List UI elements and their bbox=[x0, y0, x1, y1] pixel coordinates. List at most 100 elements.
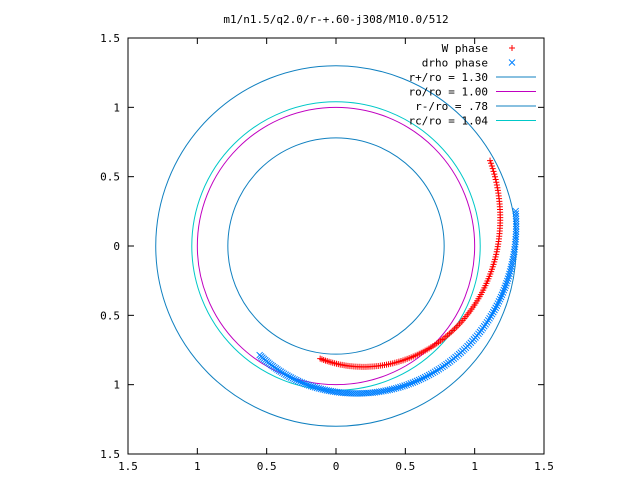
drho-phase-point bbox=[429, 369, 437, 377]
drho-phase-point bbox=[512, 207, 520, 215]
circle-rcro bbox=[191, 101, 481, 391]
legend-marker-sample bbox=[509, 45, 515, 51]
drho-phase-point bbox=[501, 284, 509, 292]
drho-phase-point bbox=[493, 302, 501, 310]
drho-phase-point bbox=[394, 384, 402, 391]
drho-phase-point bbox=[417, 375, 425, 383]
drho-phase-point bbox=[497, 293, 505, 301]
drho-phase-point bbox=[423, 372, 431, 380]
w-phase-point bbox=[493, 248, 500, 255]
y-tick-label: 0 bbox=[113, 240, 120, 253]
drho-phase-point bbox=[512, 228, 520, 235]
legend-label: ro/ro = 1.00 bbox=[409, 86, 488, 99]
w-phase-point bbox=[491, 256, 498, 263]
w-phase-point bbox=[491, 171, 498, 178]
drho-phase-point bbox=[315, 385, 323, 392]
drho-phase-point bbox=[512, 212, 520, 220]
drho-phase-point bbox=[505, 272, 513, 280]
drho-phase-point bbox=[388, 385, 396, 393]
drho-phase-point bbox=[506, 270, 513, 278]
y-tick-label: 0.5 bbox=[100, 309, 120, 322]
drho-phase-point bbox=[323, 386, 331, 394]
drho-phase-point bbox=[397, 383, 404, 391]
drho-phase-point bbox=[409, 379, 417, 386]
drho-phase-point bbox=[512, 233, 520, 241]
drho-phase-point bbox=[304, 381, 311, 389]
drho-phase-point bbox=[419, 374, 427, 382]
drho-phase-point bbox=[512, 230, 520, 238]
w-phase-point bbox=[493, 179, 500, 186]
y-tick-label: 1 bbox=[113, 379, 120, 392]
y-tick-label: 1 bbox=[113, 101, 120, 114]
legend-marker-sample bbox=[508, 59, 516, 66]
w-phase-point bbox=[487, 157, 494, 164]
drho-phase-point bbox=[427, 370, 435, 378]
drho-phase-point bbox=[300, 379, 307, 387]
drho-phase-point bbox=[401, 382, 408, 389]
drho-phase-point bbox=[407, 380, 415, 387]
x-tick-label: 0.5 bbox=[395, 460, 415, 473]
drho-phase-point bbox=[512, 223, 520, 230]
drho-phase-point bbox=[289, 375, 297, 382]
drho-phase-point bbox=[499, 289, 507, 296]
x-tick-label: 1.5 bbox=[118, 460, 138, 473]
drho-phase-point bbox=[506, 268, 514, 275]
drho-phase-point bbox=[411, 378, 419, 386]
drho-phase-point bbox=[495, 298, 503, 305]
x-tick-label: 1 bbox=[471, 460, 478, 473]
drho-phase-point bbox=[321, 386, 329, 394]
drho-phase-point bbox=[403, 381, 411, 389]
drho-phase-point bbox=[433, 367, 441, 374]
drho-phase-series bbox=[256, 207, 520, 397]
legend-label: rc/ro = 1.04 bbox=[409, 115, 489, 128]
drho-phase-point bbox=[399, 382, 406, 390]
drho-phase-point bbox=[294, 377, 302, 385]
drho-phase-point bbox=[284, 372, 291, 380]
drho-phase-point bbox=[392, 384, 400, 392]
drho-phase-point bbox=[307, 382, 315, 390]
drho-phase-point bbox=[296, 378, 304, 386]
drho-phase-point bbox=[512, 210, 520, 218]
y-tick-label: 1.5 bbox=[100, 32, 120, 45]
drho-phase-point bbox=[292, 376, 300, 384]
drho-phase-point bbox=[512, 225, 520, 233]
chart-title: m1/n1.5/q2.0/r-+.60-j308/M10.0/512 bbox=[223, 13, 448, 26]
drho-phase-point bbox=[298, 379, 306, 386]
w-phase-point bbox=[492, 173, 499, 180]
circle-roro bbox=[196, 106, 476, 386]
drho-phase-point bbox=[287, 374, 295, 381]
drho-phase-point bbox=[309, 383, 317, 391]
drho-phase-point bbox=[496, 295, 504, 303]
legend-label: r+/ro = 1.30 bbox=[409, 71, 488, 84]
drho-phase-point bbox=[384, 386, 392, 394]
drho-phase-point bbox=[503, 277, 511, 285]
drho-phase-point bbox=[291, 375, 298, 383]
drho-phase-point bbox=[494, 300, 502, 307]
circle-r-ro bbox=[227, 137, 445, 355]
w-phase-point bbox=[487, 160, 494, 167]
drho-phase-point bbox=[425, 371, 433, 379]
y-tick-label: 0.5 bbox=[100, 171, 120, 184]
drho-phase-point bbox=[317, 385, 325, 393]
drho-phase-point bbox=[489, 308, 497, 316]
w-phase-series bbox=[317, 157, 504, 370]
x-tick-label: 1 bbox=[194, 460, 201, 473]
drho-phase-point bbox=[311, 383, 319, 391]
drho-phase-point bbox=[415, 376, 423, 384]
drho-phase-point bbox=[492, 304, 500, 312]
drho-phase-point bbox=[285, 373, 293, 380]
drho-phase-point bbox=[502, 282, 509, 289]
w-phase-point bbox=[490, 168, 497, 175]
drho-phase-point bbox=[386, 386, 394, 394]
w-phase-point bbox=[494, 184, 501, 191]
drho-phase-point bbox=[498, 291, 506, 299]
axes: 1.5 1 0.5 0 0.5 1 1.51.510.500.511.5 bbox=[100, 32, 554, 473]
x-tick-label: 0.5 bbox=[257, 460, 277, 473]
x-tick-label: 0 bbox=[333, 460, 340, 473]
drho-phase-point bbox=[512, 235, 520, 243]
w-phase-point bbox=[492, 253, 499, 260]
drho-phase-point bbox=[431, 368, 439, 376]
x-tick-label: 1.5 bbox=[534, 460, 554, 473]
series-layer bbox=[155, 65, 520, 427]
